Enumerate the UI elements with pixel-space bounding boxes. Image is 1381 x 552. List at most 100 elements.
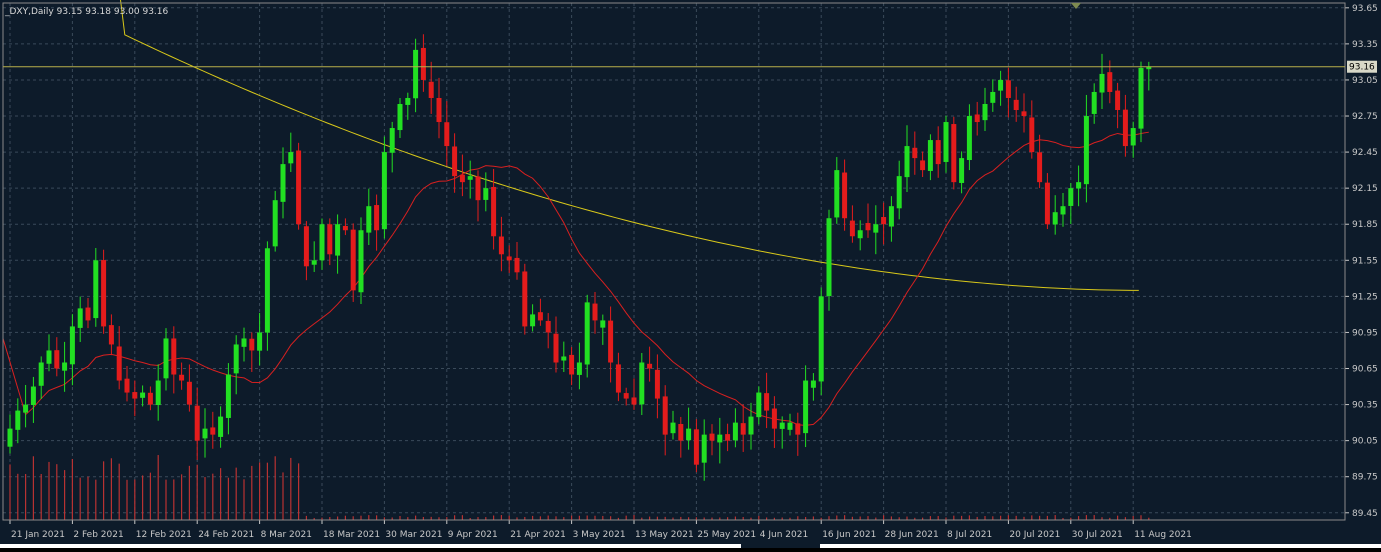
candle-body	[686, 428, 692, 441]
current-price-box	[1347, 60, 1377, 73]
volume-bar	[290, 457, 292, 520]
volume-bar	[142, 475, 144, 520]
volume-bar	[446, 517, 448, 520]
candle-body	[506, 256, 512, 261]
volume-bar	[1039, 515, 1041, 520]
volume-bar	[118, 463, 120, 520]
x-tick-label: 21 Jan 2021	[11, 530, 65, 540]
y-tick-label: 90.35	[1352, 401, 1378, 411]
volume-bar	[742, 516, 744, 520]
volume-bar	[173, 479, 175, 520]
volume-bar	[1062, 517, 1064, 520]
candle-body	[116, 346, 122, 381]
volume-bar	[1117, 515, 1119, 520]
candle-body	[608, 320, 614, 363]
candle-body	[951, 124, 957, 183]
volume-bar	[298, 463, 300, 520]
bottom-tab-bar-left[interactable]	[0, 544, 741, 548]
grid	[3, 3, 1345, 520]
candle-body	[693, 429, 699, 465]
candle-body	[1052, 212, 1058, 225]
volume-bar	[251, 465, 253, 520]
volume-bar	[399, 515, 401, 520]
candle-body	[124, 378, 130, 393]
candle-body	[576, 362, 582, 375]
candle-body	[1044, 182, 1050, 225]
candle-body	[701, 434, 707, 463]
candle-body	[881, 217, 887, 225]
candles[interactable]	[7, 34, 1152, 481]
volume-bar	[524, 516, 526, 520]
volume-bar	[321, 517, 323, 520]
volume-bar	[828, 516, 830, 520]
volume-bar	[532, 515, 534, 520]
volume-bar	[851, 516, 853, 520]
volume-bar	[235, 467, 237, 520]
volume-bar	[508, 515, 510, 520]
volume-bar	[797, 516, 799, 520]
candle-body	[420, 47, 426, 80]
candle-body	[584, 302, 590, 365]
candle-body	[818, 296, 824, 382]
volume-bar	[477, 517, 479, 520]
volume-bar	[766, 517, 768, 520]
volume-bar	[883, 515, 885, 520]
candle-body	[132, 392, 138, 399]
candle-body	[1060, 206, 1066, 215]
candle-body	[561, 356, 567, 361]
candle-body	[998, 79, 1004, 91]
candle-body	[186, 381, 192, 405]
candle-body	[108, 325, 114, 345]
volume-bar	[454, 515, 456, 520]
volume-bar	[360, 515, 362, 520]
y-tick-label: 91.25	[1352, 292, 1378, 302]
y-tick-label: 93.05	[1352, 76, 1378, 86]
candle-body	[834, 170, 840, 218]
candle-body	[1068, 188, 1074, 206]
candle-body	[38, 362, 44, 386]
volume-bar	[555, 516, 557, 520]
volume-bar	[17, 473, 19, 520]
candle-body	[615, 364, 621, 393]
x-tick-label: 20 Jul 2021	[1009, 530, 1060, 540]
volume-bar	[485, 517, 487, 520]
candle-body	[670, 422, 676, 434]
candle-body	[62, 362, 68, 371]
candle-body	[147, 392, 153, 405]
candle-body	[1122, 109, 1128, 147]
candle-body	[974, 114, 980, 123]
volume-bar	[181, 474, 183, 520]
candle-body	[280, 164, 286, 202]
candle-body	[233, 344, 239, 374]
current-price-label: 93.16	[1349, 63, 1375, 73]
x-tick-label: 8 Jul 2021	[947, 530, 992, 540]
volume-bar	[789, 517, 791, 520]
bottom-tab-bar-right[interactable]	[820, 544, 1381, 548]
plot-frame	[2, 2, 1346, 521]
volume-bar	[976, 516, 978, 520]
candle-body	[600, 320, 606, 328]
volume-bar	[40, 473, 42, 520]
volume-bar	[773, 517, 775, 520]
scroll-marker-icon[interactable]	[1071, 3, 1081, 9]
volume-bar	[820, 517, 822, 520]
candle-body	[943, 122, 949, 162]
volume-bar	[266, 462, 268, 520]
candle-body	[296, 150, 302, 225]
volume-bar	[430, 516, 432, 520]
candle-body	[654, 369, 660, 399]
volume-bar	[415, 515, 417, 520]
x-tick-label: 18 Mar 2021	[323, 530, 380, 540]
chart-title: _DXY,Daily 93.15 93.18 93.00 93.16	[4, 7, 169, 17]
candle-body	[46, 350, 52, 364]
volume-bar	[703, 517, 705, 520]
y-tick-label: 93.35	[1352, 40, 1378, 50]
volume-bar	[500, 515, 502, 520]
candle-body	[54, 350, 60, 369]
y-tick-label: 89.45	[1352, 509, 1378, 519]
volume-bar	[586, 515, 588, 520]
candle-body	[514, 257, 520, 273]
volume-bar	[329, 517, 331, 520]
